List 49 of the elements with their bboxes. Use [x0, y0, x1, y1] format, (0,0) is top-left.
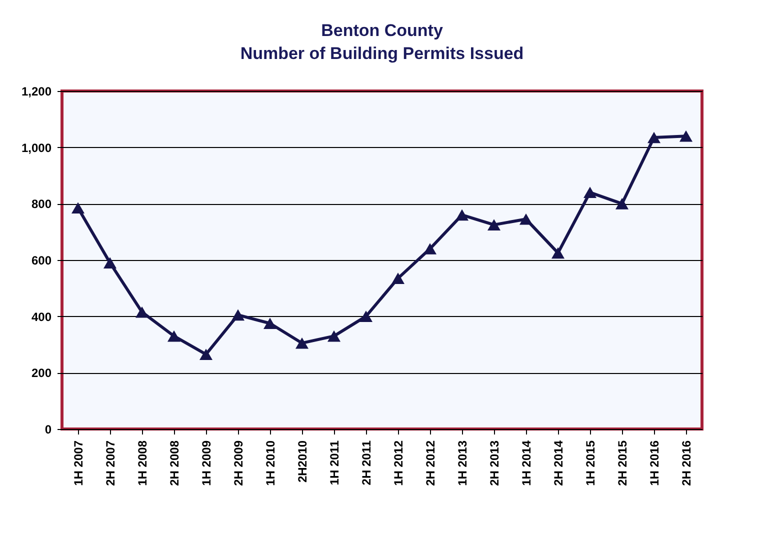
x-tick-label: 2H 2007	[104, 440, 118, 486]
y-tick-label: 1,200	[21, 84, 52, 98]
x-tick-label: 1H 2012	[392, 440, 406, 486]
point	[135, 306, 149, 318]
point	[71, 202, 85, 214]
x-tick-label: 1H 2009	[200, 440, 214, 486]
x-tick-label: 1H 2013	[456, 440, 470, 486]
x-tick-label: 1H 2016	[648, 440, 662, 486]
point	[487, 219, 501, 230]
x-tick-label: 1H 2007	[72, 440, 86, 486]
point	[583, 186, 597, 198]
x-tick-label: 2H 2014	[552, 440, 566, 486]
x-tick-label: 2H 2011	[360, 440, 374, 486]
y-tick-label: 600	[31, 254, 52, 268]
point	[231, 309, 245, 321]
x-tick-label: 2H 2016	[680, 440, 694, 486]
x-tick-label: 2H 2012	[424, 440, 438, 486]
chart-title: Benton County	[321, 21, 444, 40]
x-tick-label: 1H 2008	[136, 440, 150, 486]
y-tick-label: 1,000	[21, 140, 52, 155]
y-tick-label: 0	[44, 422, 52, 436]
point	[199, 348, 213, 360]
point	[519, 214, 533, 225]
point	[327, 330, 341, 342]
y-tick-label: 800	[31, 197, 52, 212]
x-tick-label: 1H 2010	[264, 440, 278, 486]
point	[423, 243, 437, 254]
point	[263, 318, 277, 330]
point	[391, 272, 405, 284]
point	[167, 330, 181, 342]
point	[103, 257, 117, 268]
point	[615, 198, 629, 210]
point	[647, 132, 661, 144]
point	[551, 247, 565, 259]
chart-subtitle: Number of Building Permits Issued	[240, 44, 524, 63]
x-tick-label: 1H 2014	[520, 440, 534, 486]
x-tick-label: 2H 2008	[168, 440, 182, 486]
x-tick-label: 1H 2015	[584, 440, 598, 486]
y-tick-label: 400	[31, 310, 52, 324]
x-tick-label: 1H 2011	[328, 440, 342, 486]
point	[679, 130, 693, 142]
x-tick-label: 2H 2015	[616, 440, 630, 486]
point	[455, 209, 469, 221]
point	[359, 310, 373, 322]
x-tick-label: 2H 2013	[488, 440, 502, 486]
x-tick-label: 2H2010	[296, 440, 310, 483]
y-tick-label: 200	[31, 366, 52, 380]
point	[295, 337, 309, 349]
x-tick-label: 2H 2009	[232, 440, 246, 486]
